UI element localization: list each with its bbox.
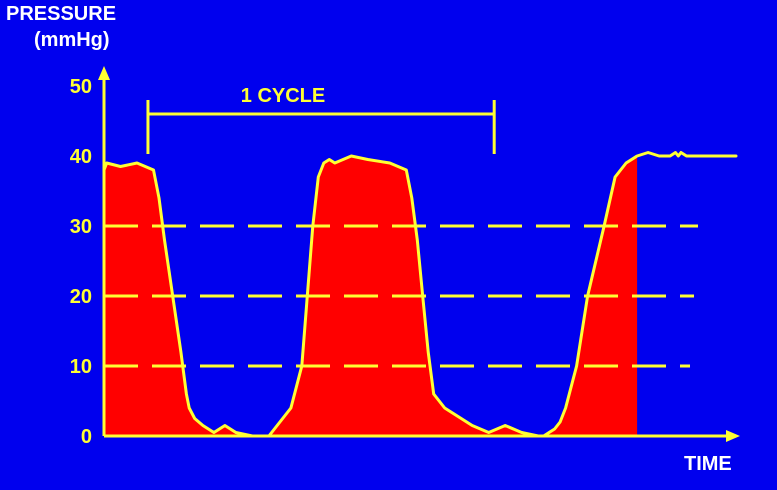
cycle-annotation: 1 CYCLE — [146, 85, 496, 154]
y-tick-label-20: 20 — [70, 286, 92, 308]
cycle-label: 1 CYCLE — [241, 85, 325, 107]
y-tick-label-50: 50 — [70, 76, 92, 98]
y-tick-label-30: 30 — [70, 216, 92, 238]
y-tick-label-10: 10 — [70, 356, 92, 378]
y-tick-labels: 0 10 20 30 40 50 — [70, 76, 92, 448]
y-axis-arrow — [98, 66, 110, 80]
axis-titles: PRESSURE (mmHg) TIME — [6, 3, 732, 475]
series-line-layer — [102, 151, 738, 438]
y-axis-title-line1: PRESSURE — [6, 3, 116, 25]
gridline-layer — [104, 224, 698, 368]
pressure-line — [102, 151, 738, 438]
y-tick-label-40: 40 — [70, 146, 92, 168]
x-axis-title: TIME — [684, 453, 732, 475]
axes-layer — [98, 66, 740, 442]
x-axis-arrow — [726, 430, 740, 442]
y-axis-title-line2: (mmHg) — [34, 29, 110, 51]
y-tick-label-0: 0 — [81, 426, 92, 448]
